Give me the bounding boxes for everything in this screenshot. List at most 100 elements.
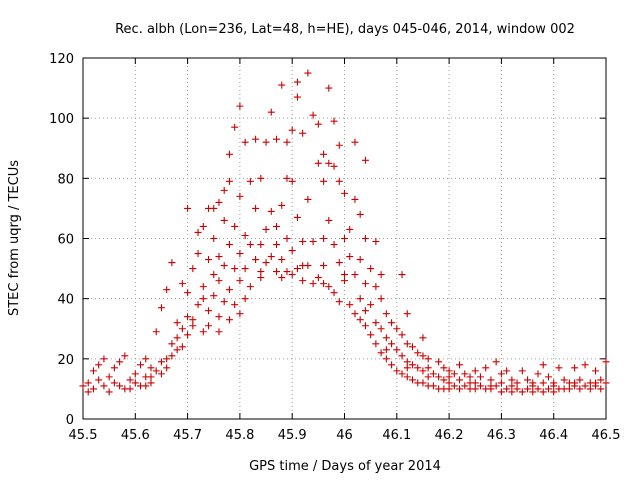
y-tick-label: 100 <box>49 112 74 127</box>
data-point <box>210 235 218 242</box>
data-point <box>456 376 464 384</box>
data-point <box>215 277 223 285</box>
data-point <box>184 331 192 339</box>
data-point <box>398 370 406 378</box>
data-point <box>168 352 176 360</box>
data-point <box>466 373 474 381</box>
data-point <box>142 355 150 363</box>
data-point <box>157 304 165 312</box>
data-point <box>456 361 464 369</box>
data-point <box>325 159 333 167</box>
data-point <box>602 379 610 387</box>
data-point <box>110 379 118 387</box>
data-point <box>147 373 155 381</box>
data-point <box>116 382 124 390</box>
x-tick-label: 46.4 <box>539 428 568 443</box>
data-point <box>199 295 207 303</box>
data-point <box>152 367 160 375</box>
data-point <box>157 370 165 378</box>
data-point <box>246 177 254 185</box>
data-point <box>335 298 343 306</box>
data-point <box>440 376 448 384</box>
data-point <box>205 322 213 330</box>
data-point <box>163 364 171 372</box>
data-point <box>225 316 233 324</box>
data-point <box>257 174 265 182</box>
data-point <box>351 195 359 203</box>
data-point <box>571 364 579 372</box>
data-point <box>178 343 186 351</box>
data-point <box>267 207 275 215</box>
data-point <box>100 355 108 363</box>
data-point <box>398 331 406 339</box>
data-point <box>445 367 453 375</box>
data-point <box>241 295 249 303</box>
data-point <box>487 376 495 384</box>
data-point <box>184 313 192 321</box>
data-point <box>503 385 511 393</box>
data-point <box>163 286 171 294</box>
data-point <box>581 382 589 390</box>
data-point <box>220 216 228 224</box>
data-point <box>205 307 213 315</box>
data-point <box>173 334 181 342</box>
data-point <box>450 382 458 390</box>
data-point <box>89 367 97 375</box>
data-point <box>283 174 291 182</box>
data-point <box>278 274 286 282</box>
data-point <box>445 373 453 381</box>
data-point <box>524 385 532 393</box>
data-point <box>231 222 239 230</box>
data-point <box>105 388 113 396</box>
data-point <box>173 346 181 354</box>
data-point <box>309 238 317 246</box>
data-point <box>597 376 605 384</box>
data-point <box>419 367 427 375</box>
data-point <box>508 388 516 396</box>
data-point <box>497 388 505 396</box>
y-tick-label: 0 <box>66 413 74 428</box>
data-point <box>408 343 416 351</box>
x-axis-ticks: 45.5 45.6 45.7 45.8 45.9 46 46.1 46.2 46.3 46.4 46… <box>69 58 620 443</box>
data-point <box>513 379 521 387</box>
data-point <box>534 370 542 378</box>
data-point <box>278 256 286 264</box>
data-point <box>330 241 338 249</box>
data-point <box>137 361 145 369</box>
data-point <box>267 108 275 116</box>
data-point <box>157 358 165 366</box>
data-point <box>403 358 411 366</box>
data-point <box>147 379 155 387</box>
data-point <box>278 201 286 209</box>
data-point <box>283 138 291 146</box>
data-point <box>199 283 207 291</box>
data-point <box>288 271 296 279</box>
data-point <box>419 352 427 360</box>
data-point <box>414 349 422 357</box>
data-point <box>492 358 500 366</box>
data-point <box>346 301 354 309</box>
data-point <box>351 310 359 318</box>
data-point <box>225 286 233 294</box>
data-point <box>388 361 396 369</box>
data-point <box>236 192 244 200</box>
data-point <box>320 235 328 242</box>
data-point <box>356 316 364 324</box>
data-point <box>377 271 385 279</box>
chart-title: Rec. albh (Lon=236, Lat=48, h=HE), days … <box>115 22 575 37</box>
data-point <box>445 379 453 387</box>
data-point <box>278 81 286 89</box>
data-point <box>262 138 270 146</box>
data-point <box>79 382 87 390</box>
data-point <box>424 355 432 363</box>
data-point <box>95 361 103 369</box>
data-point <box>346 253 354 261</box>
data-point <box>184 289 192 297</box>
data-point <box>592 367 600 375</box>
x-tick-label: 45.6 <box>121 428 150 443</box>
data-point <box>482 364 490 372</box>
data-point <box>293 93 301 101</box>
data-point <box>513 385 521 393</box>
data-point <box>189 316 197 324</box>
data-point <box>84 379 92 387</box>
